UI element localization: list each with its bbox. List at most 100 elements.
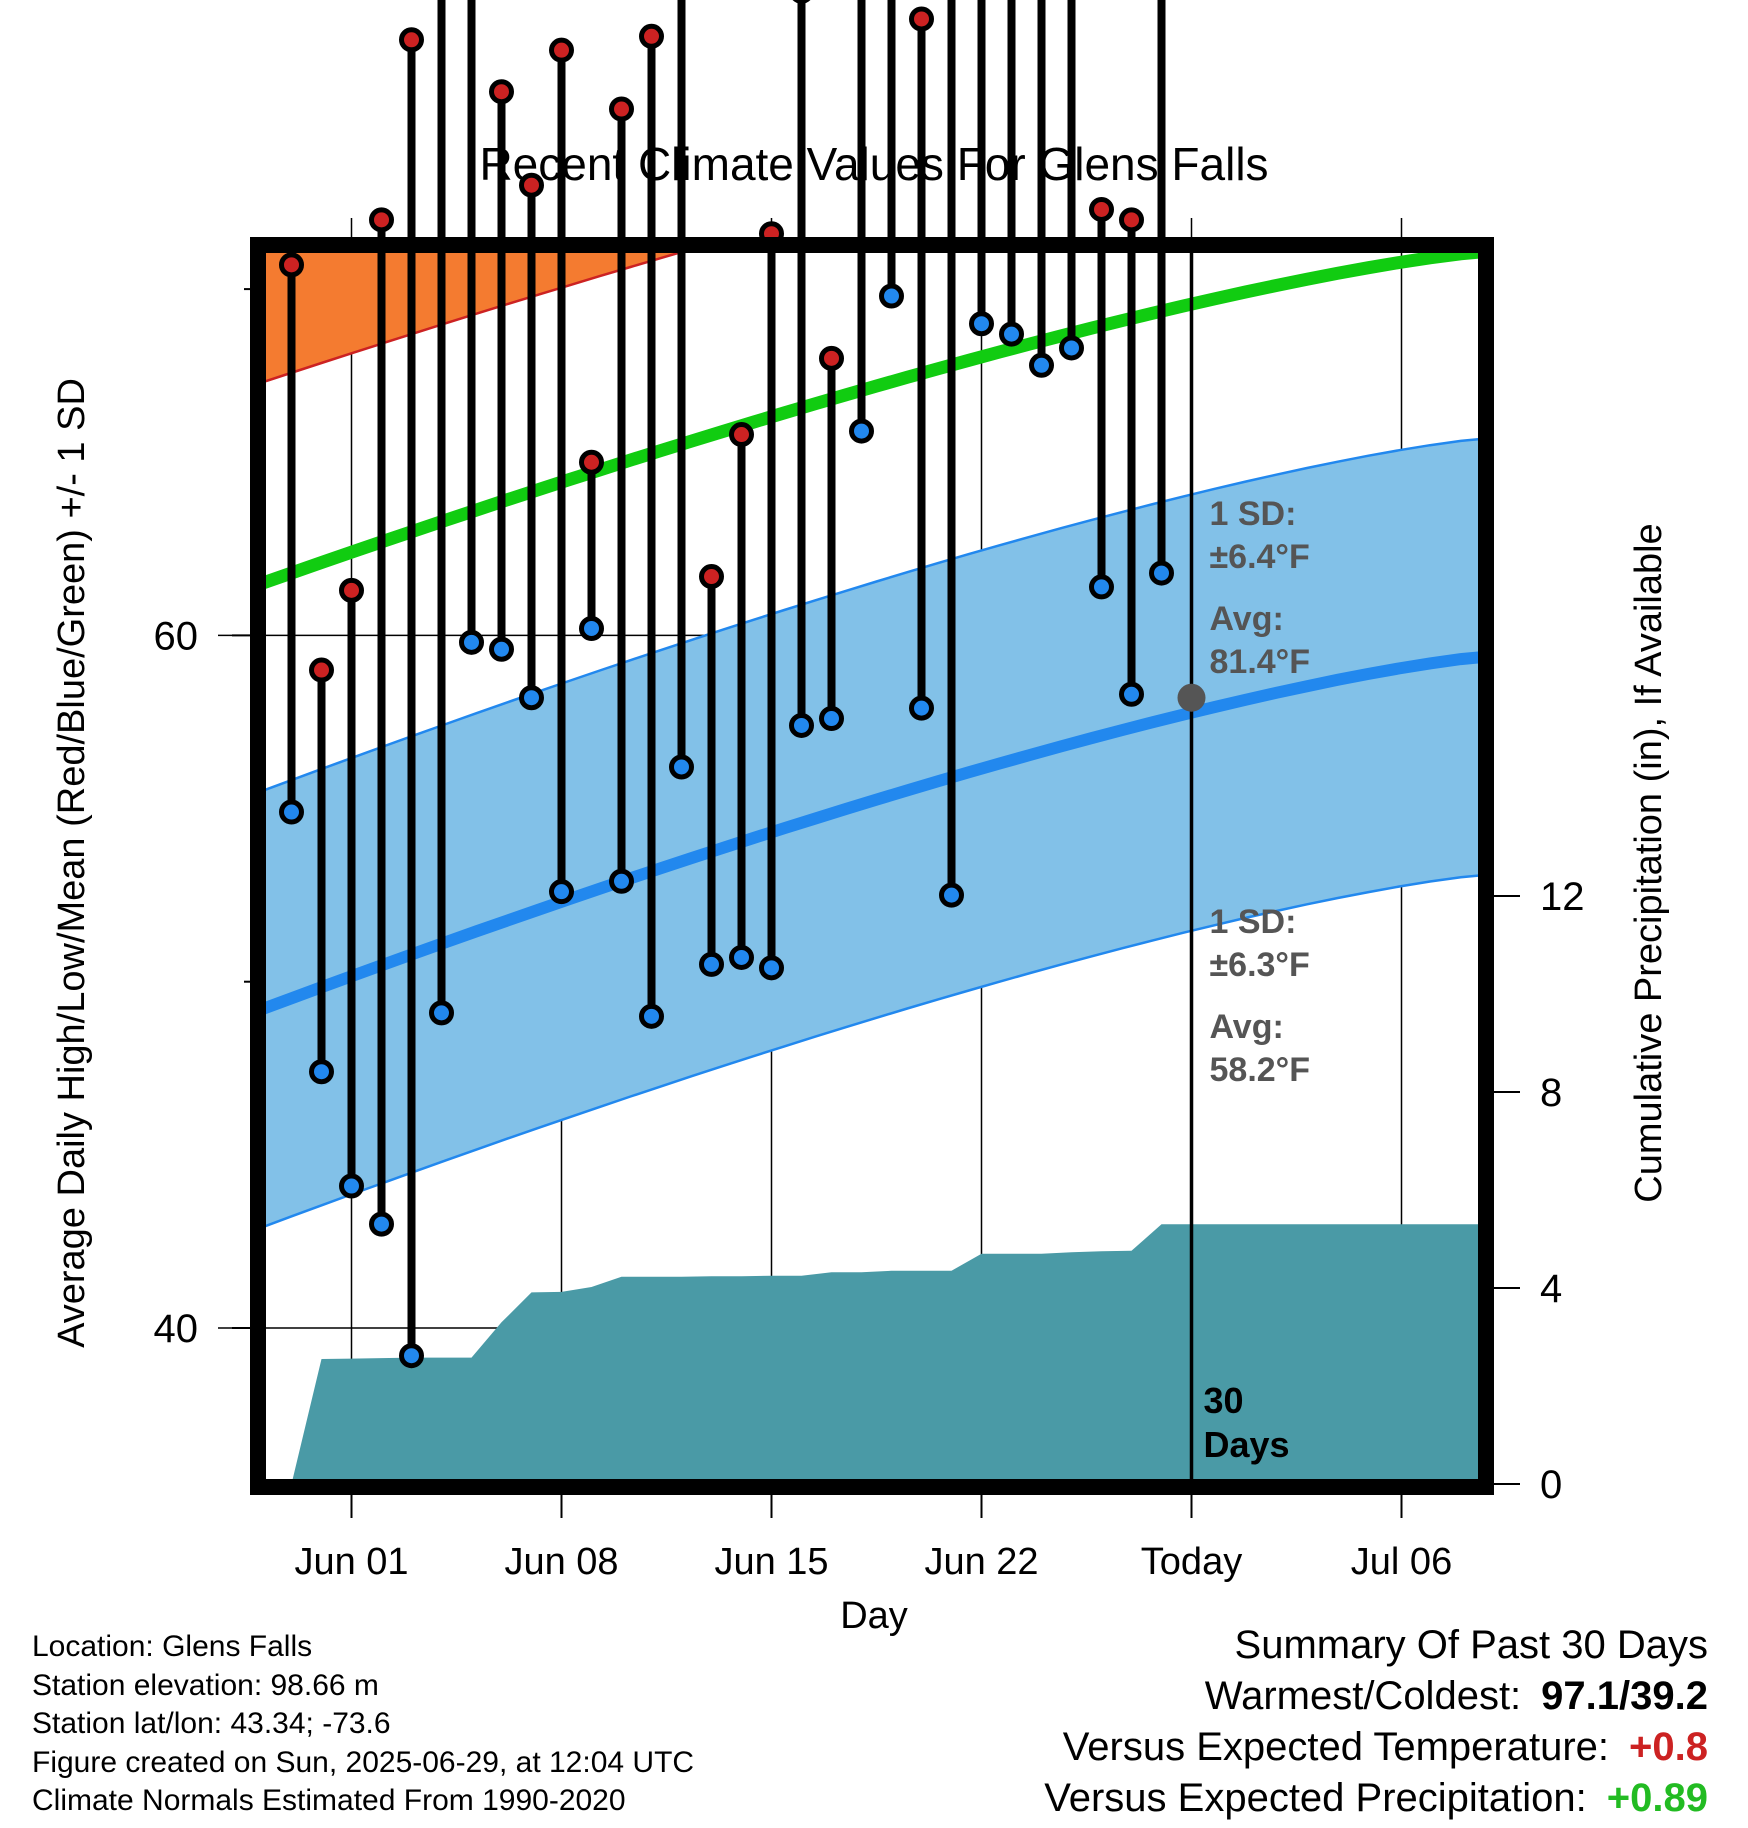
high-point [819,345,844,371]
low-point [369,1211,394,1237]
high-point [489,79,514,105]
high-point [339,577,364,603]
warm-cold-value: 97.1/39.2 [1541,1674,1708,1718]
low-point [339,1173,364,1199]
y2-tick-label: 0 [1540,1463,1562,1507]
low-point [639,1003,664,1029]
y2-tick-label: 8 [1540,1071,1562,1115]
high-band-lower-edge [261,245,711,384]
normal-mean-line [259,245,1486,590]
low-point [849,418,874,444]
normal-low-line [259,650,1486,1016]
y-tick-label: 60 [154,614,199,658]
y2-tick-label: 12 [1540,875,1585,919]
x-tick-label: Jun 15 [714,1541,828,1583]
low-point [1029,352,1054,378]
low-point [789,712,814,738]
station-info: Location: Glens Falls Station elevation:… [32,1628,694,1821]
high-point [279,252,304,278]
summary-precip: Versus Expected Precipitation: +0.89 [1044,1773,1708,1824]
warm-cold-label: Warmest/Coldest: [1204,1674,1522,1718]
high-point [639,23,664,49]
low-point [279,799,304,825]
low-point [489,636,514,662]
today-days-number: 30 [1204,1380,1244,1421]
info-location: Location: Glens Falls [32,1630,313,1663]
low-avg-value: 58.2°F [1210,1051,1311,1089]
low-point [399,1343,424,1369]
low-point [579,615,604,641]
precip-label: Versus Expected Precipitation: [1044,1776,1587,1820]
low-point [669,754,694,780]
high-point [909,6,934,32]
plot-frame [250,237,1494,1495]
low-sd-value: ±6.3°F [1210,946,1310,984]
high-point [309,657,334,683]
x-tick-label: Jul 06 [1351,1541,1452,1583]
high-point [1089,196,1114,222]
low-avg-label: Avg: [1210,1008,1284,1046]
normal-high-line [262,0,1492,161]
high-sd-band [261,245,706,383]
low-point [699,951,724,977]
high-point [579,449,604,475]
high-point [609,96,634,122]
low-point [309,1059,334,1085]
low-point [879,283,904,309]
precipitation-area [261,1224,1486,1487]
y-tick-label: 40 [154,1307,199,1351]
low-point [609,868,634,894]
high-point [792,0,811,4]
low-point [1089,574,1114,600]
low-sd-band [261,438,1486,1228]
high-point [519,172,544,198]
summary-title: Summary Of Past 30 Days [1234,1623,1708,1667]
high-sd-value: ±6.4°F [1210,538,1310,576]
summary-panel: Summary Of Past 30 Days Warmest/Coldest:… [1044,1620,1708,1824]
high-point [1119,207,1144,233]
info-latlon: Station lat/lon: 43.34; -73.6 [32,1707,391,1740]
low-band-upper-edge [261,437,1486,793]
low-avg-marker [1177,683,1206,712]
high-point [699,564,724,590]
info-elevation: Station elevation: 98.66 m [32,1668,379,1702]
low-point [759,955,784,981]
high-point [369,207,394,233]
low-point [1119,681,1144,707]
x-tick-label: Today [1141,1541,1242,1583]
high-point [549,37,574,63]
high-avg-value: 81.4°F [1210,643,1311,681]
low-band-lower-edge [261,873,1486,1229]
high-point [729,422,754,448]
y2-tick-label: 4 [1540,1267,1562,1311]
high-point [399,27,424,53]
x-tick-label: Jun 22 [924,1541,1038,1583]
x-tick-label: Jun 08 [504,1541,618,1583]
low-point [939,882,964,908]
low-point [1149,560,1174,586]
low-point [549,879,574,905]
chart-title: Recent Climate Values For Glens Falls [479,138,1268,190]
info-normals: Climate Normals Estimated From 1990-2020 [32,1784,626,1817]
low-point [1059,335,1084,361]
temp-label: Versus Expected Temperature: [1062,1725,1610,1769]
info-created: Figure created on Sun, 2025-06-29, at 12… [32,1745,695,1779]
low-point [819,706,844,732]
low-point [729,944,754,970]
x-axis-label: Day [840,1595,908,1637]
low-point [429,1000,454,1026]
low-point [459,629,484,655]
low-sd-label: 1 SD: [1210,903,1297,941]
high-sd-label: 1 SD: [1210,495,1297,533]
temp-value: +0.8 [1629,1725,1708,1769]
y2-axis-label: Cumulative Precipitation (in), If Availa… [1628,523,1670,1202]
low-point [519,685,544,711]
low-point [999,321,1024,347]
summary-temp: Versus Expected Temperature: +0.8 [1044,1722,1708,1773]
low-point [969,311,994,337]
summary-warm-cold: Warmest/Coldest: 97.1/39.2 [1044,1671,1708,1722]
x-tick-label: Jun 01 [294,1541,408,1583]
high-avg-label: Avg: [1210,600,1284,638]
precip-value: +0.89 [1606,1776,1708,1820]
